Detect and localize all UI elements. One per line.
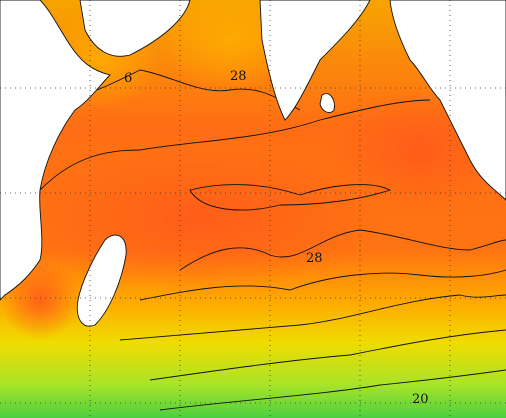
southeast-asia: [389, 0, 506, 201]
contour-line: [69, 69, 301, 111]
contour-line: [149, 329, 506, 381]
contour-label: 28: [230, 69, 247, 84]
contour-label: 6: [124, 71, 132, 86]
warm-pool: [20, 150, 380, 290]
contour-line: [189, 184, 392, 211]
contour-line: [159, 369, 506, 411]
land: [0, 0, 506, 327]
contours: [39, 69, 506, 411]
contour-line: [139, 269, 506, 301]
contour-line: [119, 294, 506, 341]
sri-lanka: [319, 93, 335, 113]
contour-labels: 6 28 28 20: [124, 69, 429, 407]
contour-label: 20: [412, 392, 429, 407]
arabia: [79, 0, 191, 57]
contour-line: [39, 99, 431, 191]
africa-arabia: [0, 0, 111, 301]
contour-line: [179, 229, 506, 271]
contour-label: 28: [306, 251, 323, 266]
madagascar: [76, 234, 127, 327]
